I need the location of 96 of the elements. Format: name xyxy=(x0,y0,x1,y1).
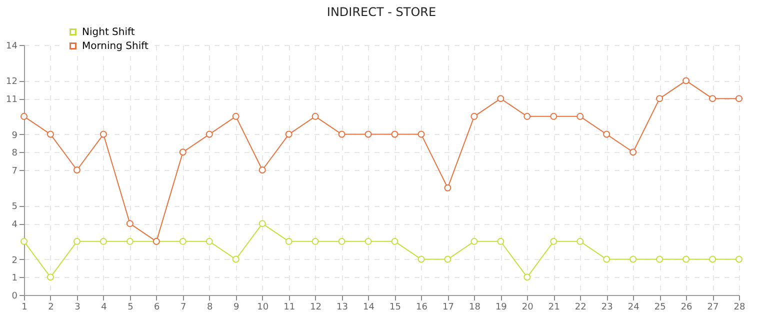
point xyxy=(100,130,107,138)
point xyxy=(550,238,558,245)
point xyxy=(603,256,610,263)
point xyxy=(258,220,266,228)
y-tick-label: 11 xyxy=(6,95,18,106)
point xyxy=(46,130,54,138)
point xyxy=(682,256,690,263)
y-tick-label: 9 xyxy=(12,130,18,141)
point xyxy=(338,238,346,245)
point xyxy=(364,238,372,245)
point xyxy=(682,77,690,84)
x-tick-label: 28 xyxy=(734,302,746,312)
y-tick-label: 5 xyxy=(12,202,18,212)
x-tick-label: 9 xyxy=(233,302,240,312)
x-tick-label: 17 xyxy=(442,302,454,312)
point xyxy=(470,238,478,245)
point xyxy=(364,130,372,138)
y-tick-label: 1 xyxy=(12,274,18,284)
point xyxy=(630,148,637,156)
point xyxy=(524,112,531,120)
y-tick-label: 0 xyxy=(12,292,18,302)
point xyxy=(736,95,742,102)
x-tick-label: 6 xyxy=(154,302,160,312)
x-tick-label: 7 xyxy=(180,302,186,312)
x-tick-label: 13 xyxy=(336,302,348,312)
point xyxy=(46,274,54,281)
x-tick-label: 25 xyxy=(654,302,666,312)
point xyxy=(418,256,425,263)
chart-title: INDIRECT - STORE xyxy=(326,5,436,19)
point xyxy=(550,112,558,120)
point xyxy=(73,238,80,245)
x-tick-label: 11 xyxy=(284,302,296,312)
point xyxy=(73,166,80,174)
x-tick-label: 27 xyxy=(707,302,719,312)
point xyxy=(20,238,28,245)
point xyxy=(418,130,425,138)
point xyxy=(630,256,637,263)
point xyxy=(338,130,346,138)
x-tick-label: 16 xyxy=(416,302,428,312)
point xyxy=(285,238,292,245)
x-tick-label: 8 xyxy=(207,302,214,312)
point xyxy=(709,256,716,263)
point xyxy=(312,238,319,245)
point xyxy=(444,184,452,192)
point xyxy=(206,130,213,138)
x-tick-label: 18 xyxy=(468,302,481,312)
point xyxy=(391,130,398,138)
point xyxy=(656,95,664,102)
point xyxy=(497,238,504,245)
point xyxy=(736,256,742,263)
y-tick-label: 14 xyxy=(6,42,18,52)
y-tick-label: 7 xyxy=(12,166,18,176)
point xyxy=(179,148,186,156)
x-tick-label: 10 xyxy=(257,302,269,312)
point xyxy=(656,256,664,263)
x-tick-label: 3 xyxy=(74,302,80,312)
x-tick-label: 21 xyxy=(548,302,560,312)
point xyxy=(232,112,240,120)
x-tick-label: 19 xyxy=(495,302,508,312)
point xyxy=(312,112,319,120)
y-tick-label: 2 xyxy=(12,256,18,266)
legend-label: Morning Shift xyxy=(82,41,148,52)
x-tick-label: 23 xyxy=(601,302,613,312)
point xyxy=(470,112,478,120)
point xyxy=(444,256,452,263)
x-tick-label: 2 xyxy=(48,302,54,312)
x-tick-label: 22 xyxy=(574,302,586,312)
point xyxy=(206,238,213,245)
point xyxy=(100,238,107,245)
x-tick-label: 1 xyxy=(22,302,28,312)
point xyxy=(20,112,28,120)
y-tick-label: 4 xyxy=(12,220,18,230)
x-tick-label: 12 xyxy=(310,302,322,312)
y-tick-label: 8 xyxy=(12,148,18,159)
point xyxy=(603,130,610,138)
x-tick-label: 14 xyxy=(363,302,375,312)
point xyxy=(391,238,398,245)
point xyxy=(232,256,240,263)
x-tick-label: 4 xyxy=(101,302,108,312)
x-tick-label: 15 xyxy=(390,302,401,312)
point xyxy=(576,112,584,120)
point xyxy=(285,130,292,138)
point xyxy=(258,166,266,174)
point xyxy=(179,238,186,245)
y-tick-label: 12 xyxy=(6,77,18,88)
point xyxy=(524,274,531,281)
point xyxy=(126,220,134,228)
point xyxy=(126,238,134,245)
point xyxy=(709,95,716,102)
x-tick-label: 20 xyxy=(522,302,534,312)
point xyxy=(576,238,584,245)
x-tick-label: 24 xyxy=(628,302,640,312)
x-tick-label: 26 xyxy=(680,302,693,312)
legend-label: Night Shift xyxy=(82,27,135,38)
point xyxy=(497,95,504,102)
x-tick-label: 5 xyxy=(128,302,134,312)
